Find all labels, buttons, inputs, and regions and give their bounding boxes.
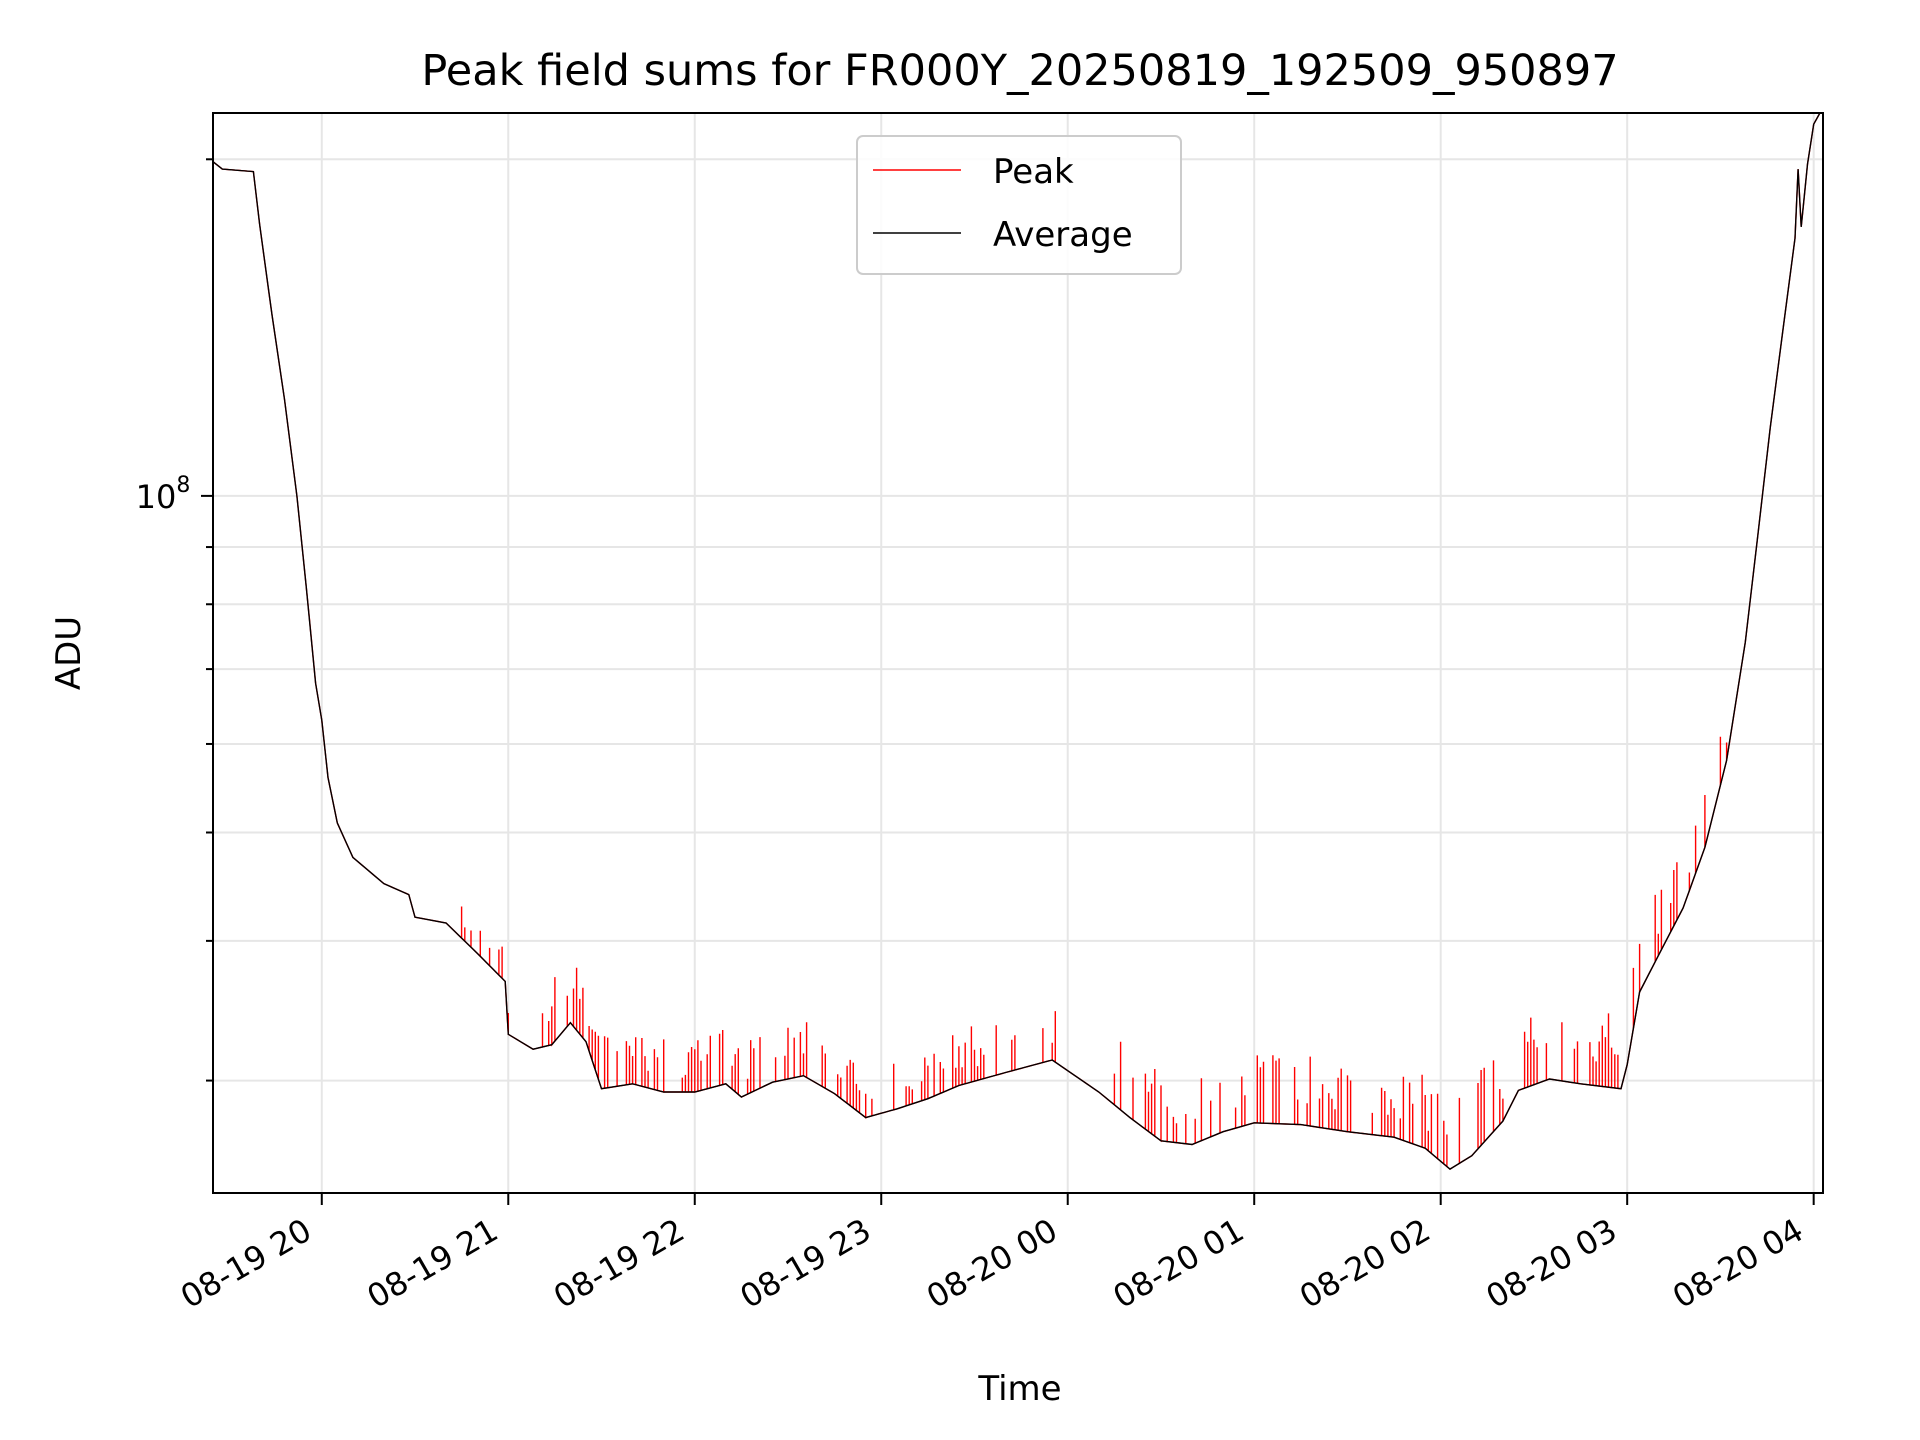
plot-frame — [212, 112, 1824, 1194]
chart-title: Peak field sums for FR000Y_20250819_1925… — [421, 46, 1618, 96]
x-tick-label: 08-19 23 — [734, 1211, 878, 1316]
x-tick-label: 08-19 20 — [174, 1211, 318, 1316]
x-tick-label: 08-20 04 — [1666, 1211, 1810, 1316]
x-tick-label: 08-20 02 — [1293, 1211, 1437, 1316]
legend: Peak Average — [856, 135, 1182, 275]
x-tick-label: 08-20 03 — [1480, 1211, 1624, 1316]
x-tick-label: 08-20 01 — [1107, 1211, 1251, 1316]
y-tick-label: 108 — [136, 473, 191, 516]
y-axis: 108 — [136, 158, 213, 1082]
legend-average-label: Average — [993, 215, 1133, 255]
y-axis-title: ADU — [49, 616, 89, 690]
x-tick-label: 08-19 22 — [547, 1211, 691, 1316]
x-tick-label: 08-19 21 — [361, 1211, 505, 1316]
x-axis: 08-19 20 08-19 21 08-19 22 08-19 23 08-20 00… — [174, 1193, 1815, 1316]
x-tick-label: 08-20 00 — [920, 1211, 1064, 1316]
x-axis-title: Time — [977, 1369, 1061, 1409]
average-series-line — [213, 113, 1821, 1170]
legend-peak-label: Peak — [993, 152, 1074, 192]
